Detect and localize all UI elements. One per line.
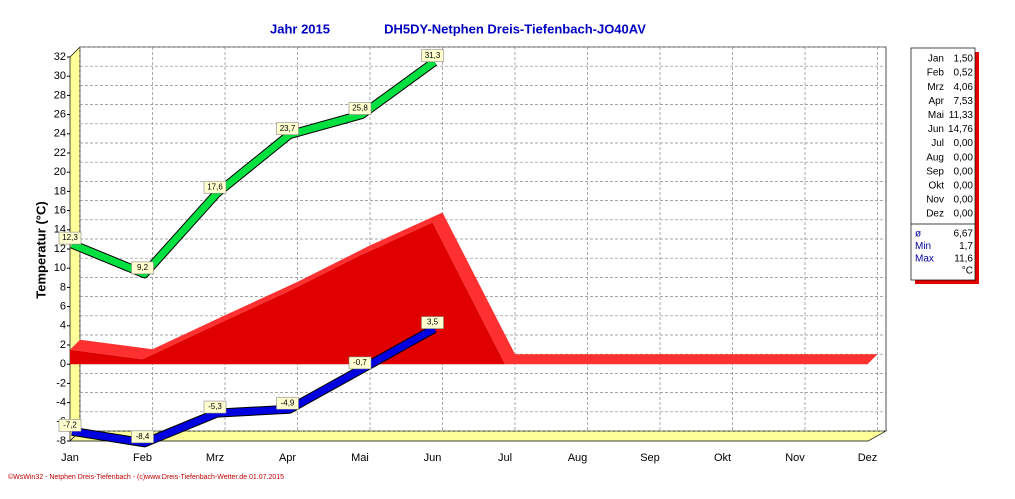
y-tick-label: 8 — [60, 281, 66, 293]
panel-month: Nov — [926, 195, 944, 206]
panel-stat-value: 6,67 — [954, 229, 974, 240]
x-tick-label: Feb — [133, 452, 152, 464]
panel-stat-label: Max — [915, 254, 934, 265]
area-top — [70, 212, 878, 365]
y-tick-label: 26 — [54, 109, 66, 121]
y-tick-label: 2 — [60, 339, 66, 351]
value-panel — [910, 47, 976, 281]
panel-value: 0,00 — [954, 166, 974, 177]
panel-month: Apr — [928, 96, 944, 107]
data-label-box — [276, 396, 299, 410]
x-tick-label: Jul — [498, 452, 512, 464]
data-label-box — [421, 49, 444, 63]
x-tick-label: Okt — [714, 452, 731, 464]
data-label: 17,6 — [207, 182, 223, 191]
data-label: 25,8 — [352, 104, 368, 113]
y-tick-label: 22 — [54, 147, 66, 159]
panel-month: Feb — [927, 68, 945, 79]
x-tick-label: Jun — [424, 452, 442, 464]
panel-stat-label: Min — [915, 241, 931, 252]
data-label: -0,7 — [353, 358, 367, 367]
data-label-box — [58, 231, 82, 245]
data-label: 12,3 — [62, 233, 78, 242]
data-label-box — [131, 430, 154, 444]
panel-value: 0,52 — [954, 68, 974, 79]
y-tick-label: 24 — [54, 128, 66, 140]
data-label-box — [203, 400, 227, 414]
y-tick-label: -8 — [56, 435, 66, 447]
panel-month: Okt — [928, 181, 944, 192]
y-tick-label: 18 — [54, 185, 66, 197]
data-label-box — [58, 419, 82, 432]
y-tick-label: 10 — [54, 262, 66, 274]
data-label-box — [131, 261, 154, 275]
data-label: 9,2 — [137, 263, 149, 272]
panel-unit: °C — [962, 266, 973, 277]
panel-month: Sep — [926, 166, 944, 177]
area — [70, 222, 868, 365]
x-tick-label: Dez — [858, 452, 878, 464]
chart-title: Jahr 2015 — [270, 21, 330, 36]
footer: ©WsWin32 - Netphen Dreis-Tiefenbach - (c… — [8, 473, 284, 481]
panel-value: 0,00 — [954, 181, 974, 192]
x-tick-label: Jan — [61, 452, 79, 464]
y-tick-label: 20 — [54, 166, 66, 178]
data-label: -4,9 — [281, 398, 295, 407]
y-tick-label: 4 — [60, 320, 66, 332]
y-tick-label: -2 — [56, 377, 66, 389]
panel-month: Mrz — [927, 82, 944, 93]
panel-value: 0,00 — [954, 195, 974, 206]
data-label: 3,5 — [427, 318, 439, 327]
panel-value: 0,00 — [954, 152, 974, 163]
panel-month: Mai — [928, 110, 944, 121]
data-label: -7,2 — [63, 420, 77, 429]
y-tick-label: 28 — [54, 89, 66, 101]
panel-month: Jun — [928, 124, 944, 135]
x-tick-label: Aug — [568, 452, 588, 464]
panel-value: 7,53 — [954, 96, 974, 107]
panel-value: 0,00 — [954, 138, 974, 149]
panel-value: 14,76 — [948, 124, 973, 135]
panel-stat-value: 1,7 — [959, 241, 973, 252]
panel-stat-label: ø — [915, 229, 921, 240]
data-label: 31,3 — [425, 51, 441, 60]
data-label-box — [348, 102, 372, 115]
panel-stat-value: 11,6 — [954, 254, 973, 265]
data-label-box — [348, 356, 372, 370]
data-label: -5,3 — [208, 402, 222, 411]
x-tick-label: Apr — [279, 452, 296, 464]
panel-value: 1,50 — [954, 54, 974, 65]
panel-month: Aug — [926, 152, 944, 163]
panel-month: Dez — [926, 209, 944, 220]
x-tick-label: Nov — [785, 452, 805, 464]
floor — [69, 430, 888, 442]
x-tick-label: Sep — [640, 452, 660, 464]
data-label: 23,7 — [280, 124, 296, 133]
y-tick-label: -4 — [56, 397, 66, 409]
panel-month: Jul — [931, 138, 944, 149]
y-tick-label: 16 — [54, 205, 66, 217]
data-label-box — [421, 316, 444, 329]
data-label-box — [276, 122, 299, 135]
data-label-box — [203, 180, 227, 194]
y-tick-label: 12 — [54, 243, 66, 255]
panel-value: 4,06 — [954, 82, 974, 93]
y-tick-label: 6 — [60, 301, 66, 313]
y-axis-label: Temperatur (°C) — [33, 201, 48, 298]
panel-month: Jan — [928, 54, 944, 65]
y-tick-label: 30 — [54, 70, 66, 82]
panel-value: 11,33 — [949, 110, 974, 121]
y-tick-label: 32 — [54, 51, 66, 63]
y-tick-label: 0 — [60, 358, 66, 370]
x-tick-label: Mai — [351, 452, 369, 464]
chart-subtitle: DH5DY-Netphen Dreis-Tiefenbach-JO40AV — [384, 21, 646, 36]
data-label: -8,4 — [136, 432, 150, 441]
x-tick-label: Mrz — [206, 452, 224, 464]
panel-value: 0,00 — [954, 209, 974, 220]
